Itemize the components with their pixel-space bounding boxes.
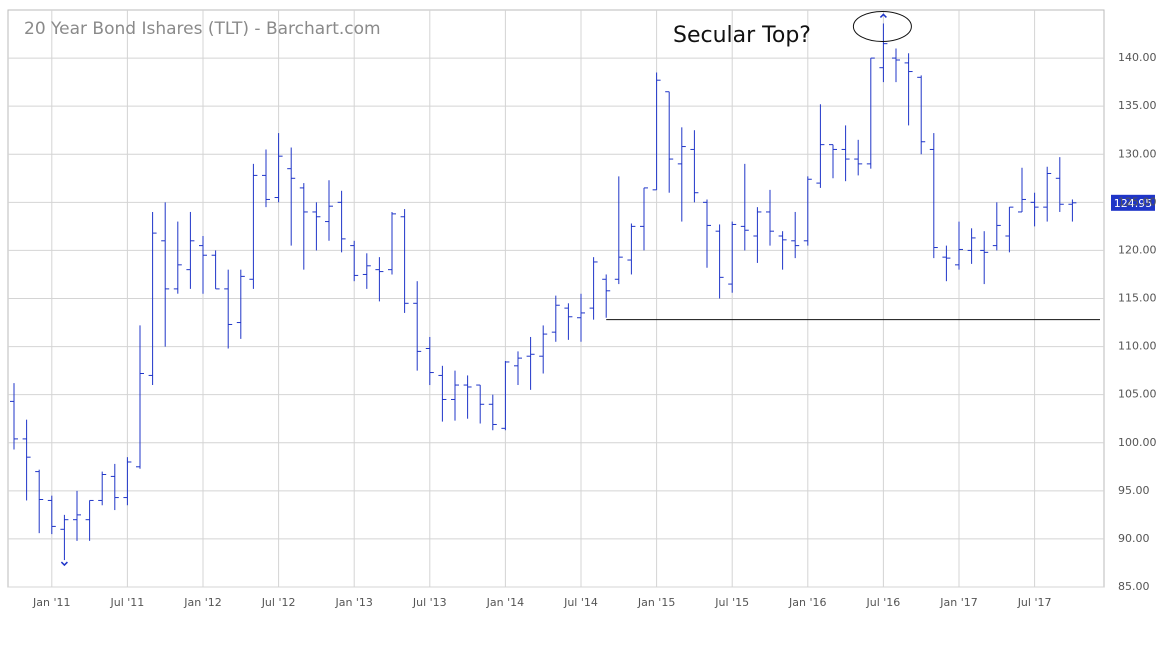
x-tick-label: Jul '17 xyxy=(1017,596,1052,609)
y-tick-label: 100.00 xyxy=(1118,436,1156,449)
y-tick-label: 110.00 xyxy=(1118,340,1156,353)
annotation: Secular Top? xyxy=(673,23,811,48)
marks: 124.95 xyxy=(10,10,1155,567)
y-tick-label: 125.00 xyxy=(1118,195,1156,208)
chart-title: 20 Year Bond Ishares (TLT) - Barchart.co… xyxy=(24,19,381,39)
x-tick-label: Jan '11 xyxy=(32,596,70,609)
x-tick-label: Jul '15 xyxy=(714,596,749,609)
x-tick-label: Jan '16 xyxy=(788,596,826,609)
highlight-ellipse xyxy=(852,10,912,42)
y-tick-label: 140.00 xyxy=(1118,51,1156,64)
x-tick-label: Jan '17 xyxy=(939,596,977,609)
y-tick-label: 130.00 xyxy=(1118,147,1156,160)
x-tick-label: Jul '12 xyxy=(261,596,296,609)
y-tick-label: 135.00 xyxy=(1118,99,1156,112)
x-tick-label: Jan '12 xyxy=(183,596,221,609)
y-tick-label: 85.00 xyxy=(1118,580,1150,593)
x-tick-label: Jan '14 xyxy=(486,596,524,609)
high-marker xyxy=(879,13,887,18)
x-tick-label: Jul '14 xyxy=(563,596,598,609)
y-tick-label: 105.00 xyxy=(1118,388,1156,401)
last-price-box xyxy=(1111,194,1155,211)
x-tick-label: Jan '13 xyxy=(334,596,372,609)
y-tick-label: 115.00 xyxy=(1118,292,1156,305)
last-price-label: 124.95 xyxy=(1114,197,1153,210)
x-tick-label: Jul '11 xyxy=(110,596,145,609)
x-tick-label: Jul '16 xyxy=(866,596,901,609)
y-tick-label: 95.00 xyxy=(1118,484,1150,497)
y-tick-label: 120.00 xyxy=(1118,243,1156,256)
y-tick-label: 90.00 xyxy=(1118,532,1150,545)
x-tick-label: Jul '13 xyxy=(412,596,447,609)
x-tick-label: Jan '15 xyxy=(637,596,675,609)
low-marker xyxy=(60,561,68,567)
